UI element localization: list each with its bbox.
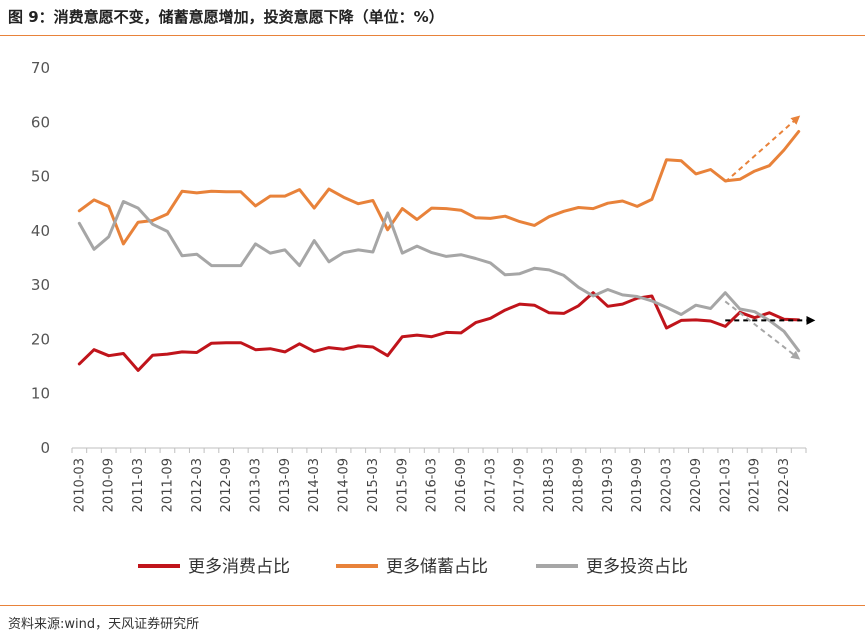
source-rule xyxy=(0,605,865,606)
y-tick-label: 20 xyxy=(31,330,50,348)
x-tick-label: 2020-03 xyxy=(660,458,675,512)
x-tick-label: 2013-09 xyxy=(278,458,293,512)
x-tick-label: 2012-09 xyxy=(219,458,234,512)
x-tick-label: 2012-03 xyxy=(190,458,205,512)
line-chart: 0 10 20 30 40 50 60 70 2010-03 2010-09 2011-03 201… xyxy=(31,59,816,577)
series-line-0 xyxy=(77,291,801,372)
source-note: 资料来源:wind，天风证券研究所 xyxy=(8,617,200,632)
series-line-1 xyxy=(77,130,801,246)
x-tick-label: 2010-03 xyxy=(72,458,87,512)
legend-label-0: 更多消费占比 xyxy=(188,557,290,577)
x-tick-label: 2022-03 xyxy=(777,458,792,512)
legend-label-2: 更多投资占比 xyxy=(586,557,688,577)
x-tick-label: 2011-09 xyxy=(160,458,175,512)
x-tick-label: 2019-09 xyxy=(630,458,645,512)
x-tick-label: 2014-03 xyxy=(307,458,322,512)
x-tick-label: 2017-09 xyxy=(513,458,528,512)
x-tick-label: 2013-03 xyxy=(249,458,264,512)
y-tick-label: 30 xyxy=(31,276,50,294)
x-tick-label: 2021-09 xyxy=(748,458,763,512)
x-tick-label: 2011-03 xyxy=(131,458,146,512)
trend-arrow-2 xyxy=(724,300,801,360)
x-tick-label: 2018-09 xyxy=(571,458,586,512)
y-tick-label: 70 xyxy=(31,59,50,77)
y-tick-label: 40 xyxy=(31,222,50,240)
x-tick-label: 2017-03 xyxy=(483,458,498,512)
y-tick-label: 10 xyxy=(31,385,50,403)
x-tick-label: 2014-09 xyxy=(337,458,352,512)
x-tick-label: 2015-09 xyxy=(395,458,410,512)
y-tick-label: 0 xyxy=(40,439,50,457)
x-tick-label: 2016-09 xyxy=(454,458,469,512)
x-tick-label: 2015-03 xyxy=(366,458,381,512)
x-tick-label: 2016-03 xyxy=(425,458,440,512)
y-tick-label: 50 xyxy=(31,168,50,186)
legend-label-1: 更多储蓄占比 xyxy=(386,557,488,577)
figure-title: 图 9：消费意愿不变，储蓄意愿增加，投资意愿下降（单位：%） xyxy=(8,8,444,26)
series-line-2 xyxy=(77,200,801,353)
trend-arrow-0 xyxy=(724,115,801,183)
title-rule xyxy=(0,35,865,36)
x-tick-label: 2018-03 xyxy=(542,458,557,512)
x-tick-label: 2010-09 xyxy=(102,458,117,512)
x-tick-label: 2021-03 xyxy=(718,458,733,512)
y-tick-label: 60 xyxy=(31,113,50,131)
x-tick-label: 2019-03 xyxy=(601,458,616,512)
x-tick-label: 2020-09 xyxy=(689,458,704,512)
